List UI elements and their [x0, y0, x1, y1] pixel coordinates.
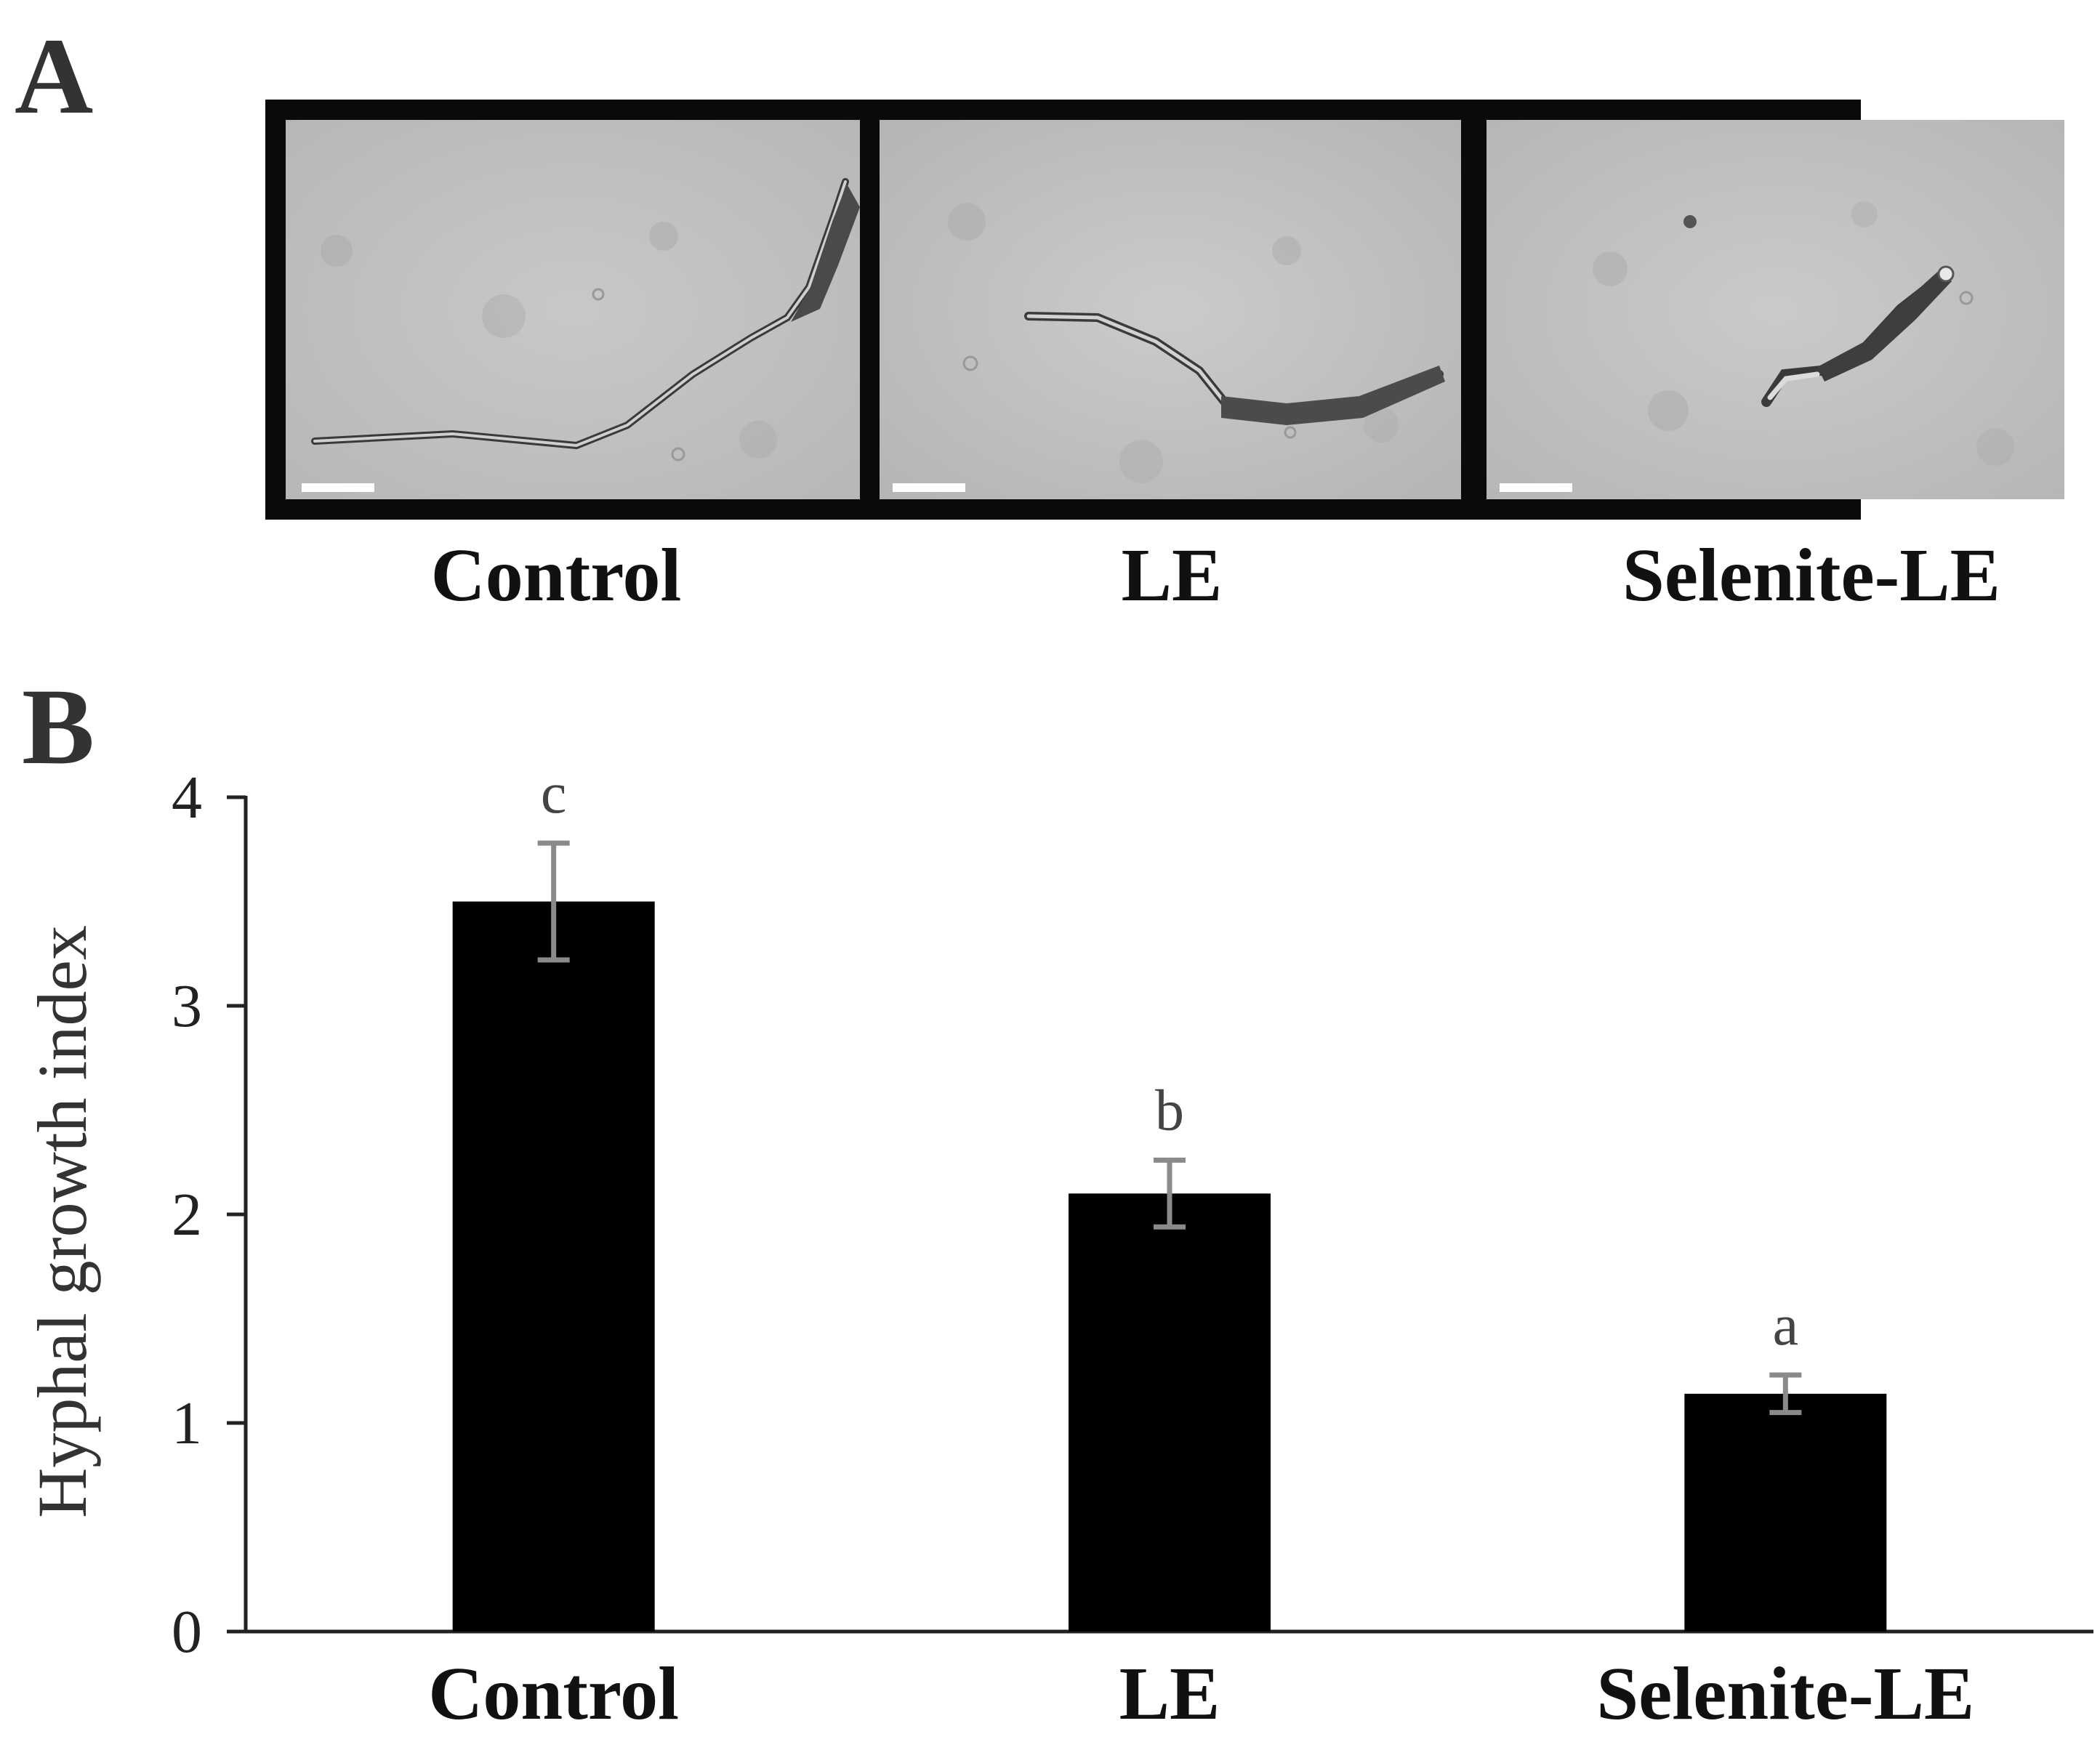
y-tick-label-0: 0 [172, 1598, 202, 1666]
bar-control [452, 901, 655, 1632]
category-label-selenite-le: Selenite-LE [1596, 1652, 1974, 1735]
micrograph-selenite-le [1487, 120, 2064, 499]
condition-label-le: LE [1121, 533, 1223, 617]
y-tick-label-3: 3 [172, 972, 202, 1040]
panel-a-letter: A [15, 16, 94, 137]
y-tick-label-1: 1 [172, 1390, 202, 1457]
significance-label-selenite-le: a [1773, 1294, 1799, 1358]
significance-label-le: b [1155, 1078, 1184, 1142]
significance-label-control: c [541, 762, 567, 826]
bar-le [1069, 1193, 1271, 1632]
category-label-control: Control [428, 1652, 679, 1735]
micrograph-le [880, 120, 1461, 499]
panel-b-letter: B [22, 666, 95, 787]
chart-bars [452, 840, 1887, 1632]
y-axis-title: Hyphal growth index [23, 925, 101, 1518]
y-tick-label-4: 4 [172, 764, 202, 831]
micrograph-control [286, 120, 860, 499]
y-tick-label-2: 2 [172, 1181, 202, 1249]
bar-selenite-le [1684, 1393, 1887, 1632]
condition-label-selenite-le: Selenite-LE [1622, 533, 2000, 617]
category-label-le: LE [1119, 1652, 1220, 1735]
condition-label-control: Control [430, 533, 682, 617]
chart-labels: c Control b LE a Selenite-LE [428, 762, 1974, 1735]
